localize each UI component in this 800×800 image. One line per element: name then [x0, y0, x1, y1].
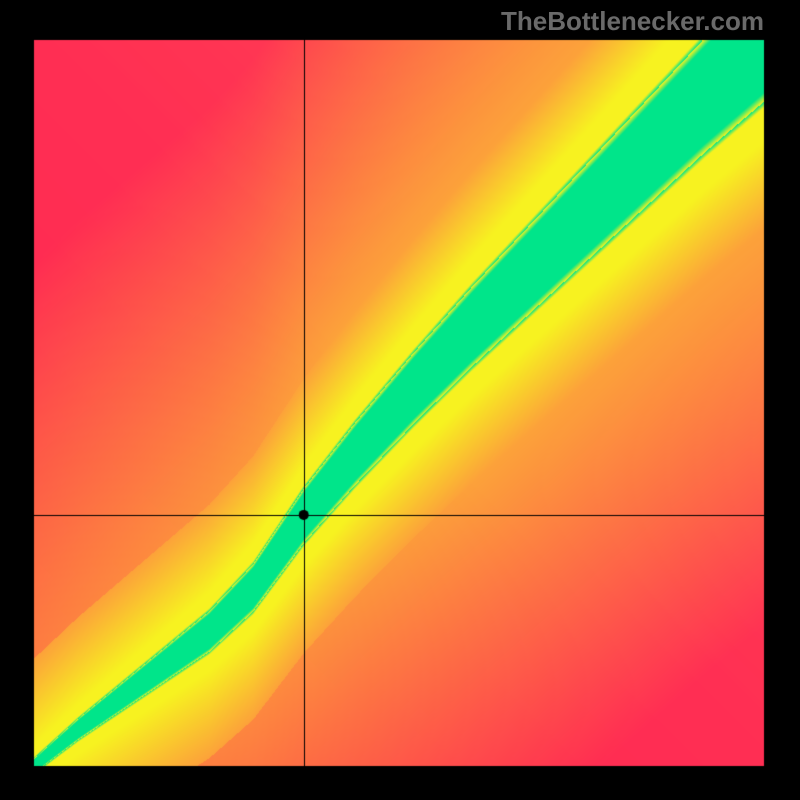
watermark-text: TheBottlenecker.com	[501, 6, 764, 37]
bottleneck-heatmap	[0, 0, 800, 800]
